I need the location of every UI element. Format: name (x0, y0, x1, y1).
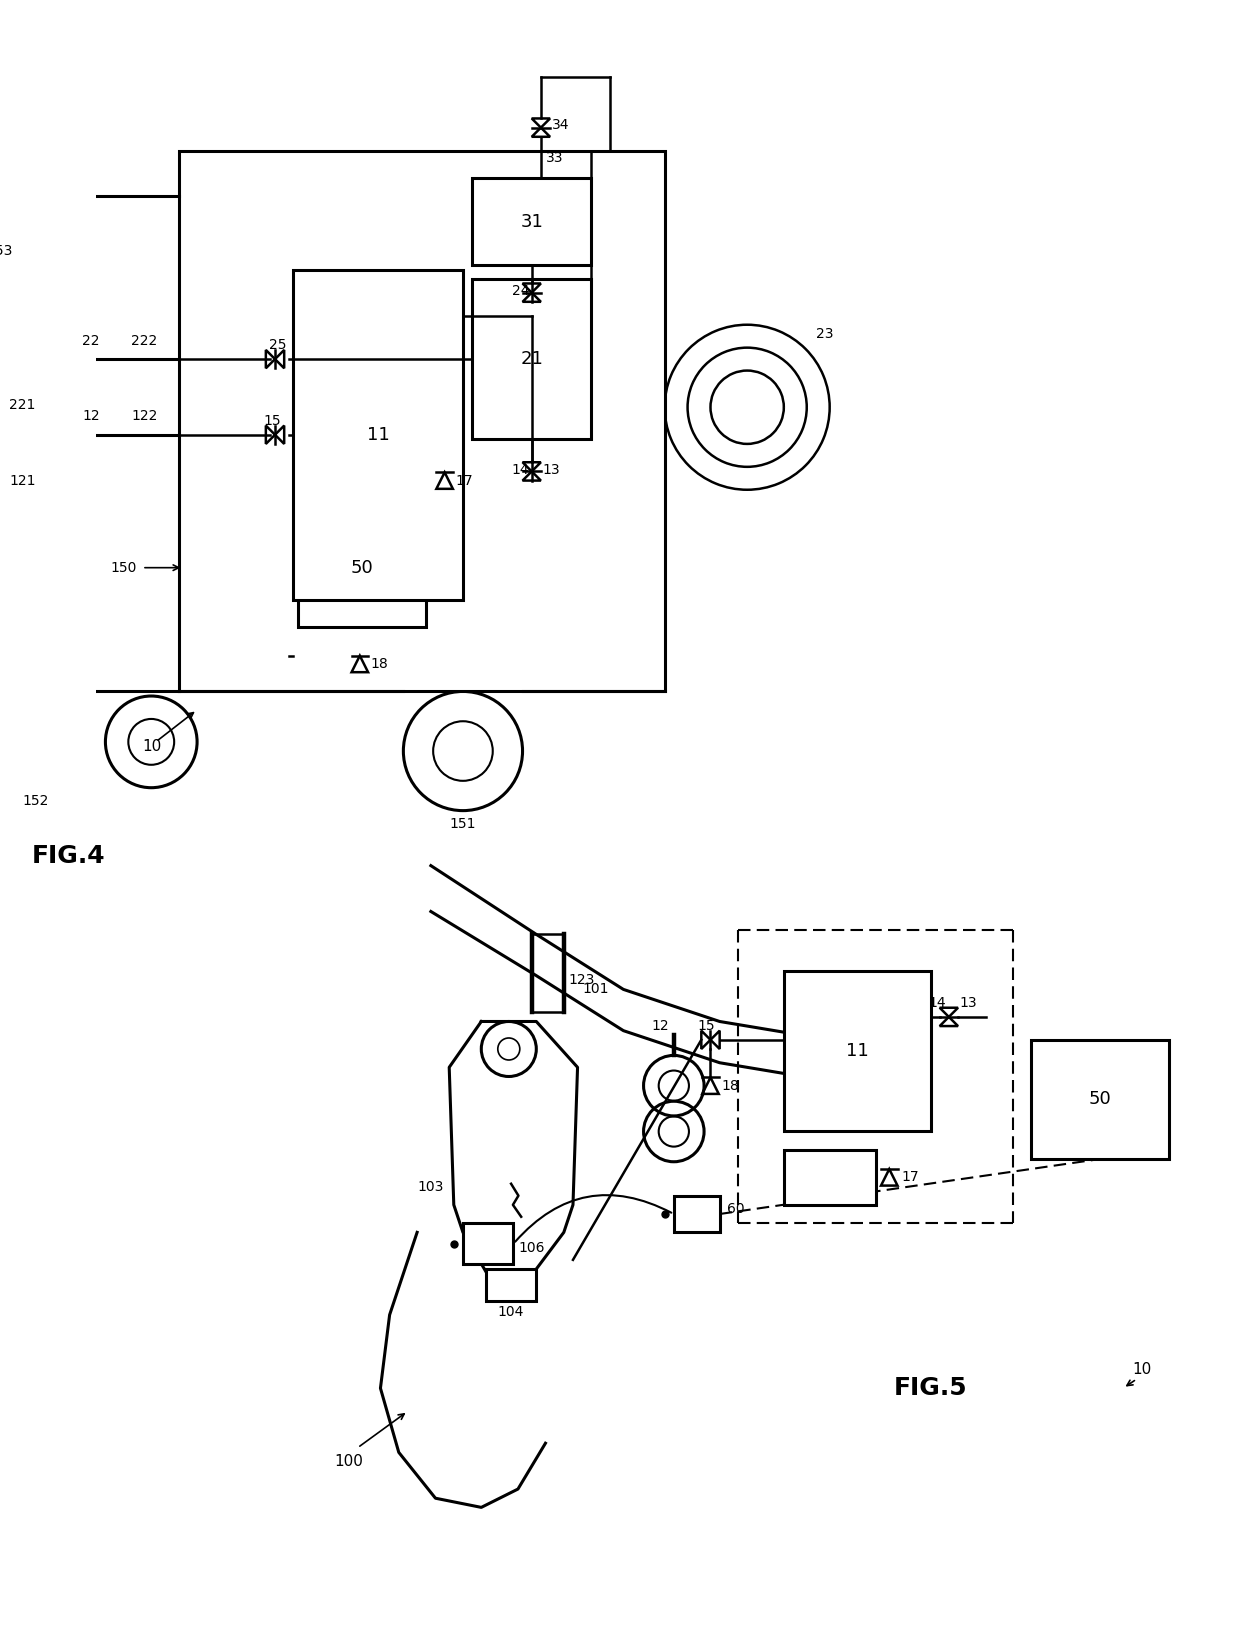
Text: 50: 50 (351, 559, 373, 577)
Text: 34: 34 (552, 118, 569, 132)
Text: 24: 24 (512, 284, 529, 298)
Text: 17: 17 (901, 1171, 919, 1184)
Bar (784, 1149, 875, 1205)
Text: 104: 104 (498, 1305, 525, 1319)
Text: 14: 14 (512, 463, 529, 476)
Bar (60, 419, 87, 451)
Text: 106: 106 (518, 1241, 544, 1256)
Text: 17: 17 (455, 474, 474, 487)
Text: 13: 13 (543, 463, 560, 476)
Bar (784, 971, 930, 1131)
Text: 18: 18 (371, 657, 388, 670)
Text: 222: 222 (131, 334, 157, 348)
Text: 12: 12 (651, 1019, 668, 1033)
Bar (294, 270, 463, 600)
Text: 101: 101 (582, 983, 609, 996)
Text: 221: 221 (9, 397, 36, 412)
Text: 100: 100 (335, 1454, 363, 1468)
Bar (463, 1223, 513, 1264)
Bar (179, 150, 665, 692)
Text: 153: 153 (0, 244, 12, 258)
Text: 150: 150 (110, 561, 136, 574)
Bar (472, 178, 591, 265)
Text: 60: 60 (727, 1202, 744, 1216)
Text: 12: 12 (83, 409, 100, 423)
Text: 31: 31 (521, 213, 543, 231)
Bar (472, 280, 591, 440)
Text: 152: 152 (22, 795, 50, 808)
Text: 15: 15 (263, 414, 281, 428)
Bar (60, 343, 87, 376)
Text: 10: 10 (1132, 1362, 1152, 1377)
Text: 151: 151 (449, 818, 476, 831)
Text: 23: 23 (816, 327, 833, 340)
Text: 22: 22 (83, 334, 100, 348)
Text: 123: 123 (568, 973, 595, 988)
Text: 33: 33 (546, 150, 563, 165)
Text: 122: 122 (131, 409, 157, 423)
Text: 18: 18 (722, 1079, 739, 1092)
Text: 13: 13 (960, 996, 977, 1010)
Bar (486, 1269, 537, 1301)
Text: 50: 50 (1089, 1091, 1111, 1109)
Text: 25: 25 (269, 338, 286, 353)
Text: FIG.4: FIG.4 (32, 844, 105, 868)
Bar (298, 508, 427, 628)
Text: 121: 121 (9, 474, 36, 487)
Bar (1032, 1040, 1169, 1159)
Text: 103: 103 (417, 1179, 444, 1194)
Bar (673, 1195, 719, 1233)
Text: 10: 10 (143, 739, 161, 754)
Text: 14: 14 (929, 996, 946, 1010)
Text: 21: 21 (521, 350, 543, 368)
Text: 11: 11 (846, 1041, 868, 1059)
Text: FIG.5: FIG.5 (894, 1377, 967, 1400)
Text: 11: 11 (367, 425, 389, 443)
Text: 15: 15 (697, 1019, 714, 1033)
